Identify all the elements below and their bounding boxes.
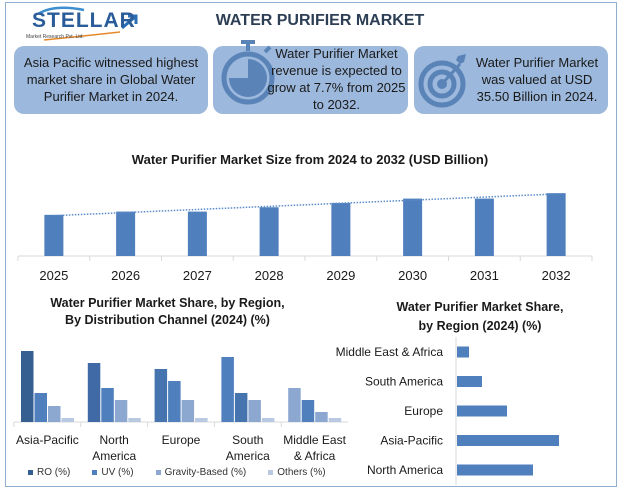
x-tick-label: 2026 xyxy=(111,268,140,283)
logo-swoosh-icon xyxy=(37,6,138,41)
legend-item: Others (%) xyxy=(268,467,326,478)
bar-south-america-uv xyxy=(234,393,248,422)
region-share-chart-title-line1: Water Purifier Market Share, xyxy=(396,300,564,314)
legend-item: RO (%) xyxy=(28,467,70,478)
bar-europe-ro xyxy=(154,369,168,422)
distribution-channel-chart: Asia-Pacific North America Europe South Ameri… xyxy=(13,351,348,463)
logo-subtitle: Market Research Pvt. Ltd. xyxy=(26,34,84,40)
bar-north-america-uv xyxy=(101,388,114,422)
bar-2025 xyxy=(44,214,64,256)
bar-asia-pacific-others xyxy=(61,418,74,422)
bar-2030 xyxy=(403,198,423,256)
distribution-channel-legend: RO (%) UV (%) Gravity-Based (%) Others (%) xyxy=(28,467,326,478)
x-tick-label: America xyxy=(92,449,136,463)
legend-label: Others (%) xyxy=(277,467,326,478)
legend-item: UV (%) xyxy=(92,467,134,478)
bar-asia-pacific-gravitybased xyxy=(48,406,61,422)
x-tick-label: & Africa xyxy=(294,449,336,463)
bar-2029 xyxy=(331,202,351,256)
bar-north-america-ro xyxy=(87,363,101,422)
bar-europe-uv xyxy=(168,381,181,422)
bar-southamerica xyxy=(457,376,482,387)
x-tick-label: 2025 xyxy=(39,268,68,283)
y-tick-label: North America xyxy=(367,463,443,477)
bar-2032 xyxy=(546,193,566,256)
region-share-chart: Middle East & Africa South America Europe A… xyxy=(336,337,559,485)
bar-europe xyxy=(457,405,507,417)
bar-south-america-gravitybased xyxy=(248,400,261,422)
bar-northamerica xyxy=(457,464,533,476)
bar-asia-pacific-ro xyxy=(21,351,34,422)
legend-swatch xyxy=(155,470,161,475)
bar-middleeastafrica xyxy=(457,346,469,358)
page-title: WATER PURIFIER MARKET xyxy=(215,12,425,29)
target-icon xyxy=(418,54,466,108)
x-tick-label: South xyxy=(232,433,263,447)
bar-middleeast-africa-others xyxy=(328,418,342,422)
y-tick-label: South America xyxy=(365,375,443,389)
x-tick-label: 2031 xyxy=(470,268,499,283)
stat-card-text: Asia Pacific witnessed highest market sh… xyxy=(23,55,199,104)
y-tick-label: Middle East & Africa xyxy=(336,345,444,359)
distribution-channel-chart-title-line1: Water Purifier Market Share, by Region, xyxy=(50,296,285,310)
legend-label: Gravity-Based (%) xyxy=(164,467,247,478)
x-tick-label: 2027 xyxy=(183,268,212,283)
bar-europe-others xyxy=(195,418,208,422)
bar-2028 xyxy=(259,207,279,256)
region-share-chart-title-line2: by Region (2024) (%) xyxy=(418,319,542,333)
bar-north-america-others xyxy=(128,418,141,422)
bar-2031 xyxy=(474,198,494,256)
stat-card-text: Water Purifier Market was valued at USD … xyxy=(475,55,599,104)
market-size-chart: 2025 2026 2027 2028 2029 2030 2031 2032 xyxy=(17,193,593,283)
logo-wordmark: STELLAR xyxy=(32,9,136,32)
stat-card-growth: Water Purifier Market revenue is expecte… xyxy=(213,40,408,114)
bar-2027 xyxy=(187,211,207,256)
bar-south-america-ro xyxy=(221,357,234,422)
x-tick-label: Asia-Pacific xyxy=(16,433,79,447)
bar-europe-gravitybased xyxy=(181,400,195,422)
x-tick-label: 2030 xyxy=(398,268,427,283)
y-tick-label: Asia-Pacific xyxy=(380,434,443,448)
x-tick-label: Middle East xyxy=(283,433,346,447)
bar-north-america-gravitybased xyxy=(114,400,128,422)
legend-label: RO (%) xyxy=(37,467,71,478)
x-tick-label: 2029 xyxy=(326,268,355,283)
region-share-chart-title: Water Purifier Market Share, by Region (… xyxy=(350,298,610,336)
infographic-frame xyxy=(5,2,617,487)
legend-label: UV (%) xyxy=(101,467,134,478)
distribution-channel-chart-title: Water Purifier Market Share, by Region, … xyxy=(10,295,325,329)
bar-asia-pacific xyxy=(457,435,559,446)
legend-swatch xyxy=(28,470,33,475)
bar-south-america-others xyxy=(261,418,275,422)
stat-card-asia-pacific: Asia Pacific witnessed highest market sh… xyxy=(14,46,208,114)
stellar-logo: STELLAR Market Research Pvt. Ltd. xyxy=(24,6,144,44)
distribution-channel-chart-title-line2: By Distribution Channel (2024) (%) xyxy=(65,313,270,327)
bar-2026 xyxy=(116,211,136,256)
bar-asia-pacific-uv xyxy=(34,393,47,422)
stat-card-valuation: Water Purifier Market was valued at USD … xyxy=(414,46,608,114)
bar-middleeast-africa-ro xyxy=(288,388,301,422)
x-tick-label: North xyxy=(100,433,129,447)
legend-swatch xyxy=(92,470,98,475)
stat-card-text: Water Purifier Market revenue is expecte… xyxy=(267,46,406,112)
x-tick-label: America xyxy=(226,449,270,463)
y-tick-label: Europe xyxy=(404,404,443,418)
bar-middleeast-africa-gravitybased xyxy=(315,412,328,422)
legend-swatch xyxy=(268,470,274,475)
bar-middleeast-africa-uv xyxy=(301,400,315,422)
x-tick-label: Europe xyxy=(162,433,201,447)
legend-item: Gravity-Based (%) xyxy=(155,467,247,478)
x-tick-label: 2032 xyxy=(542,268,571,283)
x-tick-label: 2028 xyxy=(255,268,284,283)
stopwatch-icon xyxy=(221,40,275,105)
market-size-chart-title: Water Purifier Market Size from 2024 to … xyxy=(131,152,489,167)
